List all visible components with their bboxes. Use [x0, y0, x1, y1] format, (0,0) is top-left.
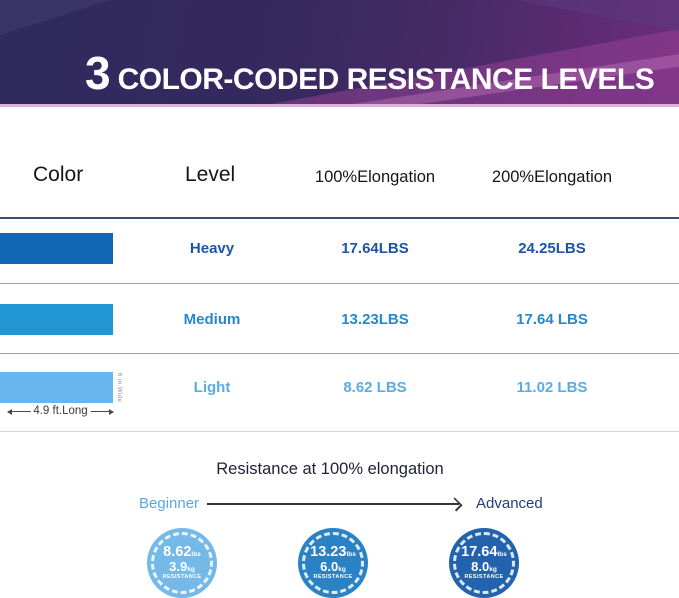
badge-kg-value: 8.0kg	[471, 559, 497, 575]
header-divider	[0, 217, 679, 219]
banner: 3 COLOR-CODED RESISTANCE LEVELS	[0, 0, 679, 104]
banner-underline	[0, 104, 679, 107]
value-medium-200: 17.64 LBS	[516, 311, 588, 328]
page-title: 3 COLOR-CODED RESISTANCE LEVELS	[85, 47, 655, 99]
resistance-badge-heavy: 17.64lbs 8.0kg RESISTANCE	[449, 528, 519, 598]
badge-content: 17.64lbs 8.0kg RESISTANCE	[461, 544, 507, 581]
value-medium-100: 13.23LBS	[341, 311, 409, 328]
column-header-color: Color	[33, 163, 84, 186]
badge-caption: RESISTANCE	[313, 574, 353, 581]
band-swatch-heavy	[0, 233, 113, 264]
band-width-label: 6 in.Wide	[116, 373, 122, 403]
value-heavy-100: 17.64LBS	[341, 240, 409, 257]
band-swatch-light	[0, 372, 113, 403]
dimension-arrow-right-icon	[109, 408, 114, 415]
title-number: 3	[85, 47, 111, 99]
badge-caption: RESISTANCE	[464, 574, 504, 581]
lbs-unit: lbs	[497, 551, 507, 559]
band-length-label: 4.9 ft.Long	[30, 405, 91, 417]
scale-label-beginner: Beginner	[139, 495, 200, 512]
resistance-badge-medium: 13.23lbs 6.0kg RESISTANCE	[298, 528, 368, 598]
band-swatch-medium	[0, 304, 113, 335]
kg-unit: kg	[187, 566, 195, 574]
band-length-dimension: 4.9 ft.Long	[7, 405, 114, 419]
column-header-200-elongation: 200%Elongation	[491, 168, 613, 186]
badge-lbs-value: 8.62lbs	[163, 544, 201, 561]
level-label-heavy: Heavy	[189, 240, 235, 257]
badge-lbs-value: 13.23lbs	[310, 544, 356, 561]
scale-subtitle: Resistance at 100% elongation	[216, 460, 444, 478]
dimension-arrow-left-icon	[7, 408, 12, 415]
badge-content: 8.62lbs 3.9kg RESISTANCE	[162, 544, 202, 581]
kg-unit: kg	[338, 566, 346, 574]
value-light-200: 11.02 LBS	[516, 379, 588, 396]
beginner-to-advanced-arrow-icon	[207, 503, 459, 505]
row-divider	[0, 283, 679, 284]
badge-kg-value: 6.0kg	[320, 559, 346, 575]
badge-kg-value: 3.9kg	[169, 559, 195, 575]
scale-label-advanced: Advanced	[476, 495, 543, 512]
title-text: COLOR-CODED RESISTANCE LEVELS	[117, 63, 655, 96]
column-header-level: Level	[185, 163, 236, 186]
row-divider	[0, 353, 679, 354]
value-light-100: 8.62 LBS	[343, 379, 407, 396]
column-header-100-elongation: 100%Elongation	[314, 168, 436, 186]
kg-unit: kg	[489, 566, 497, 574]
level-label-light: Light	[193, 379, 231, 396]
value-heavy-200: 24.25LBS	[518, 240, 586, 257]
lbs-unit: lbs	[191, 551, 201, 559]
badge-caption: RESISTANCE	[162, 574, 202, 581]
level-label-medium: Medium	[183, 311, 241, 328]
table-bottom-divider	[0, 431, 679, 432]
badge-lbs-value: 17.64lbs	[461, 544, 507, 561]
resistance-badge-light: 8.62lbs 3.9kg RESISTANCE	[147, 528, 217, 598]
badge-content: 13.23lbs 6.0kg RESISTANCE	[310, 544, 356, 581]
lbs-unit: lbs	[346, 551, 356, 559]
